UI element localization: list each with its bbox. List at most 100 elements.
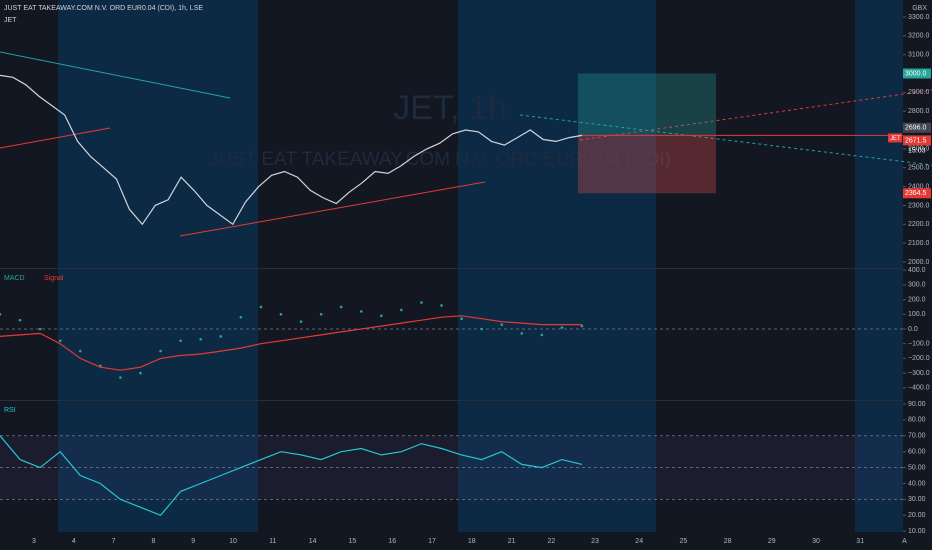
trend-line: [579, 89, 932, 141]
x-tick-label: 31: [856, 538, 864, 545]
macd-dot: [58, 339, 62, 343]
macd-dot: [520, 332, 524, 335]
price-tag: [903, 68, 931, 79]
macd-dot: [380, 314, 383, 318]
y-tick-label: −100.0: [908, 341, 930, 348]
y-tick-label: 2000.0: [908, 259, 930, 266]
macd-dot: [540, 333, 544, 337]
symbol-tag: [888, 133, 902, 143]
macd-dot: [359, 310, 363, 313]
macd-dot: [400, 308, 403, 312]
macd-dot: [299, 320, 303, 323]
series-name: MACD: [4, 275, 25, 282]
price-tag-label: 2364.5: [905, 190, 927, 197]
price-tag: [903, 122, 931, 133]
x-tick-label: 8: [151, 538, 155, 545]
macd-dot: [500, 323, 504, 326]
y-tick-label: 10.00: [908, 528, 926, 535]
x-tick-label: 14: [309, 538, 317, 545]
y-tick-label: 3200.0: [908, 33, 930, 40]
series-line: [0, 315, 582, 371]
y-tick-label: 2200.0: [908, 221, 930, 228]
loss-zone: [578, 135, 716, 194]
macd-dot: [139, 371, 142, 375]
macd-dot: [219, 335, 223, 338]
macd-dot: [239, 315, 243, 319]
y-tick-label: 2800.0: [908, 108, 930, 115]
x-tick-label: 17: [428, 538, 436, 545]
y-tick-label: 2600.0: [908, 146, 930, 153]
y-tick-label: 40.00: [908, 480, 926, 487]
price-tag-label: 3000.0: [905, 70, 927, 77]
trend-line: [0, 127, 111, 149]
y-tick-label: 400.0: [908, 267, 926, 274]
y-tick-label: 2900.0: [908, 89, 930, 96]
chart-title: JUST EAT TAKEAWAY.COM N.V. ORD EUR0.04 (…: [4, 5, 203, 12]
macd-dot: [119, 376, 122, 379]
macd-dot: [199, 337, 202, 341]
macd-dot: [159, 349, 162, 353]
macd-dot: [18, 318, 22, 322]
y-tick-label: 3100.0: [908, 51, 930, 58]
x-tick-label: 10: [229, 538, 237, 545]
macd-dot: [279, 313, 283, 316]
macd-dot: [179, 339, 182, 343]
x-tick-label: 15: [349, 538, 357, 545]
y-tick-label: 20.00: [908, 512, 926, 519]
y-tick-label: 300.0: [908, 282, 926, 289]
x-tick-label: 29: [768, 538, 776, 545]
profit-zone: [578, 73, 716, 136]
series-name: RSI: [4, 407, 16, 414]
y-tick-label: 3300.0: [908, 14, 930, 21]
panel-divider: [0, 268, 903, 269]
macd-dot: [319, 313, 323, 316]
x-tick-label: 3: [32, 538, 36, 545]
y-tick-label: −300.0: [908, 370, 930, 377]
symbol-tag-label: JET: [890, 136, 901, 142]
macd-dot: [580, 324, 584, 328]
series-name: Signal: [44, 275, 64, 282]
y-tick-label: 2300.0: [908, 202, 930, 209]
y-tick-label: 0.0: [908, 326, 918, 333]
panel-divider: [0, 400, 903, 401]
x-tick-label: 30: [812, 538, 820, 545]
watermark: JET, 1h: [393, 89, 506, 127]
macd-dot: [259, 305, 263, 309]
y-tick-label: 50.00: [908, 464, 926, 471]
price-tag-label: 2671.5: [905, 137, 927, 144]
macd-dot: [560, 326, 564, 329]
y-tick-label: 2500.0: [908, 165, 930, 172]
x-tick-label: 4: [72, 538, 76, 545]
series-name: JET: [4, 17, 17, 24]
price-tag: [903, 135, 931, 146]
price-tag: [903, 188, 931, 199]
macd-dot: [420, 301, 423, 304]
macd-dot: [460, 317, 463, 321]
session-stripe: [855, 0, 903, 532]
series-line: [0, 74, 583, 226]
y-tick-label: 70.00: [908, 433, 926, 440]
macd-dot: [339, 305, 343, 309]
watermark-subtitle: JUST EAT TAKEAWAY.COM N.V. ORD EUR0.04 (…: [209, 149, 671, 170]
session-stripe: [458, 0, 656, 532]
trend-line: [179, 181, 486, 237]
session-stripe: [58, 0, 258, 532]
y-tick-label: 30.00: [908, 496, 926, 503]
rsi-zone: [0, 435, 903, 500]
x-tick-label: 16: [388, 538, 396, 545]
y-tick-label: 2100.0: [908, 240, 930, 247]
x-tick-label: 7: [112, 538, 116, 545]
x-tick-label: 22: [548, 538, 556, 545]
x-tick-label: 25: [680, 538, 688, 545]
macd-dot: [78, 349, 82, 353]
y-tick-label: 100.0: [908, 311, 926, 318]
y-tick-label: −200.0: [908, 355, 930, 362]
y-tick-label: 200.0: [908, 296, 926, 303]
x-tick-label: 24: [635, 538, 643, 545]
y-tick-label: 90.00: [908, 401, 926, 408]
x-tick-label: 23: [591, 538, 599, 545]
y-tick-label: 60.00: [908, 449, 926, 456]
y-tick-label: 2400.0: [908, 183, 930, 190]
macd-dot: [440, 304, 443, 307]
